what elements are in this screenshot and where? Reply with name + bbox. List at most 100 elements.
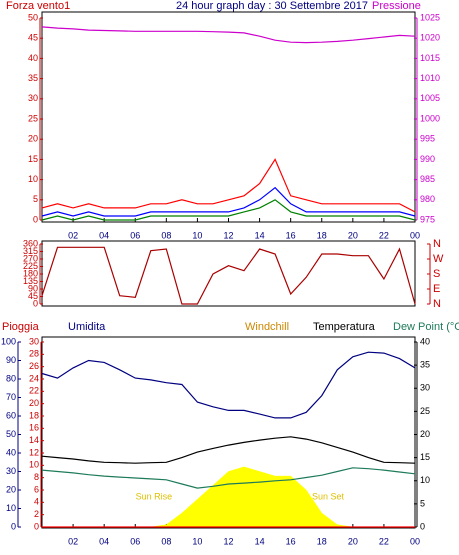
y-tick-label: 180 <box>23 268 38 278</box>
y-tick-label: N <box>433 238 441 250</box>
y-tick-label: 30 <box>28 93 38 103</box>
x-tick-label: 22 <box>379 536 389 546</box>
y-tick-label: 50 <box>6 429 16 439</box>
y-tick-label: E <box>433 283 440 295</box>
y-tick-label: 975 <box>420 214 435 224</box>
wind-label: Forza vento1 <box>6 0 70 12</box>
y-tick-label: 0 <box>33 298 38 308</box>
y-tick-label: 5 <box>420 498 425 508</box>
humidity-label: Umidita <box>68 321 106 333</box>
y-tick-label: 0 <box>420 521 425 531</box>
y-tick-label: 35 <box>28 73 38 83</box>
x-tick-label: 04 <box>99 536 109 546</box>
y-tick-label: 30 <box>29 336 39 346</box>
y-tick-label: 1015 <box>420 53 440 63</box>
y-tick-label: 45 <box>28 33 38 43</box>
y-tick-label: 1020 <box>420 33 440 43</box>
x-tick-label: 04 <box>99 230 109 240</box>
x-tick-label: 16 <box>286 230 296 240</box>
y-tick-label: 40 <box>28 53 38 63</box>
x-tick-label: 06 <box>130 230 140 240</box>
series-line <box>41 186 416 217</box>
y-tick-label: 45 <box>28 291 38 301</box>
y-tick-label: 990 <box>420 154 435 164</box>
y-tick-label: 25 <box>420 406 430 416</box>
x-tick-label: 12 <box>223 230 233 240</box>
x-tick-label: 16 <box>286 536 296 546</box>
y-tick-label: 0 <box>11 521 16 531</box>
y-tick-label: 12 <box>29 447 39 457</box>
x-tick-label: 02 <box>68 230 78 240</box>
y-tick-label: 30 <box>420 383 430 393</box>
y-tick-label: 40 <box>420 336 430 346</box>
y-tick-label: 4 <box>34 497 39 507</box>
y-tick-label: 995 <box>420 134 435 144</box>
dewpoint-label: Dew Point (°C <box>393 321 459 333</box>
y-tick-label: 20 <box>28 134 38 144</box>
y-tick-label: 18 <box>29 410 39 420</box>
y-tick-label: 80 <box>6 373 16 383</box>
y-tick-label: 1010 <box>420 73 440 83</box>
series-line <box>41 246 416 305</box>
windchill-label: Windchill <box>245 321 289 333</box>
y-tick-label: 28 <box>29 349 39 359</box>
y-tick-label: 100 <box>1 336 16 346</box>
chart-title: 24 hour graph day : 30 Settembre 2017 <box>176 0 368 12</box>
annotation: Sun Set <box>312 491 345 501</box>
y-tick-label: 50 <box>28 12 38 22</box>
x-tick-label: 18 <box>317 536 327 546</box>
y-tick-label: 225 <box>23 261 38 271</box>
y-tick-label: S <box>433 268 440 280</box>
x-tick-label: 08 <box>161 230 171 240</box>
y-tick-label: 20 <box>420 429 430 439</box>
y-tick-label: 10 <box>29 460 39 470</box>
y-tick-label: 5 <box>33 194 38 204</box>
y-tick-label: 40 <box>6 447 16 457</box>
x-tick-label: 18 <box>317 230 327 240</box>
x-tick-label: 00 <box>410 536 420 546</box>
y-tick-label: 10 <box>420 475 430 485</box>
y-tick-label: 8 <box>34 472 39 482</box>
y-tick-label: 24 <box>29 373 39 383</box>
x-tick-label: 12 <box>223 536 233 546</box>
x-tick-label: 06 <box>130 536 140 546</box>
y-tick-label: 985 <box>420 174 435 184</box>
pressure-label: Pressione <box>372 0 421 12</box>
y-tick-label: 20 <box>29 398 39 408</box>
y-tick-label: 315 <box>23 246 38 256</box>
series-line <box>41 199 416 221</box>
panel-frame <box>41 11 416 223</box>
y-tick-label: 270 <box>23 253 38 263</box>
y-tick-label: 30 <box>6 466 16 476</box>
y-tick-label: 60 <box>6 410 16 420</box>
x-tick-label: 08 <box>161 536 171 546</box>
x-tick-label: 10 <box>192 536 202 546</box>
y-tick-label: 1025 <box>420 12 440 22</box>
x-tick-label: 22 <box>379 230 389 240</box>
y-tick-label: 6 <box>34 484 39 494</box>
series-line <box>41 26 416 44</box>
y-tick-label: N <box>433 298 441 310</box>
y-tick-label: 2 <box>34 509 39 519</box>
y-tick-label: 1000 <box>420 113 440 123</box>
temperature-label: Temperatura <box>313 321 376 333</box>
rain-label: Pioggia <box>2 321 40 333</box>
y-tick-label: 70 <box>6 392 16 402</box>
y-tick-label: 90 <box>6 355 16 365</box>
series-line <box>41 158 416 213</box>
x-tick-label: 10 <box>192 230 202 240</box>
y-tick-label: 16 <box>29 423 39 433</box>
y-tick-label: 10 <box>28 174 38 184</box>
y-tick-label: 0 <box>34 521 39 531</box>
y-tick-label: 360 <box>23 238 38 248</box>
y-tick-label: 1005 <box>420 93 440 103</box>
panel-frame <box>41 240 416 307</box>
y-tick-label: W <box>433 253 444 265</box>
y-tick-label: 15 <box>28 154 38 164</box>
x-tick-label: 20 <box>348 230 358 240</box>
y-tick-label: 14 <box>29 435 39 445</box>
y-tick-label: 35 <box>420 360 430 370</box>
x-tick-label: 00 <box>410 230 420 240</box>
series-line <box>41 436 416 464</box>
x-tick-label: 14 <box>255 536 265 546</box>
